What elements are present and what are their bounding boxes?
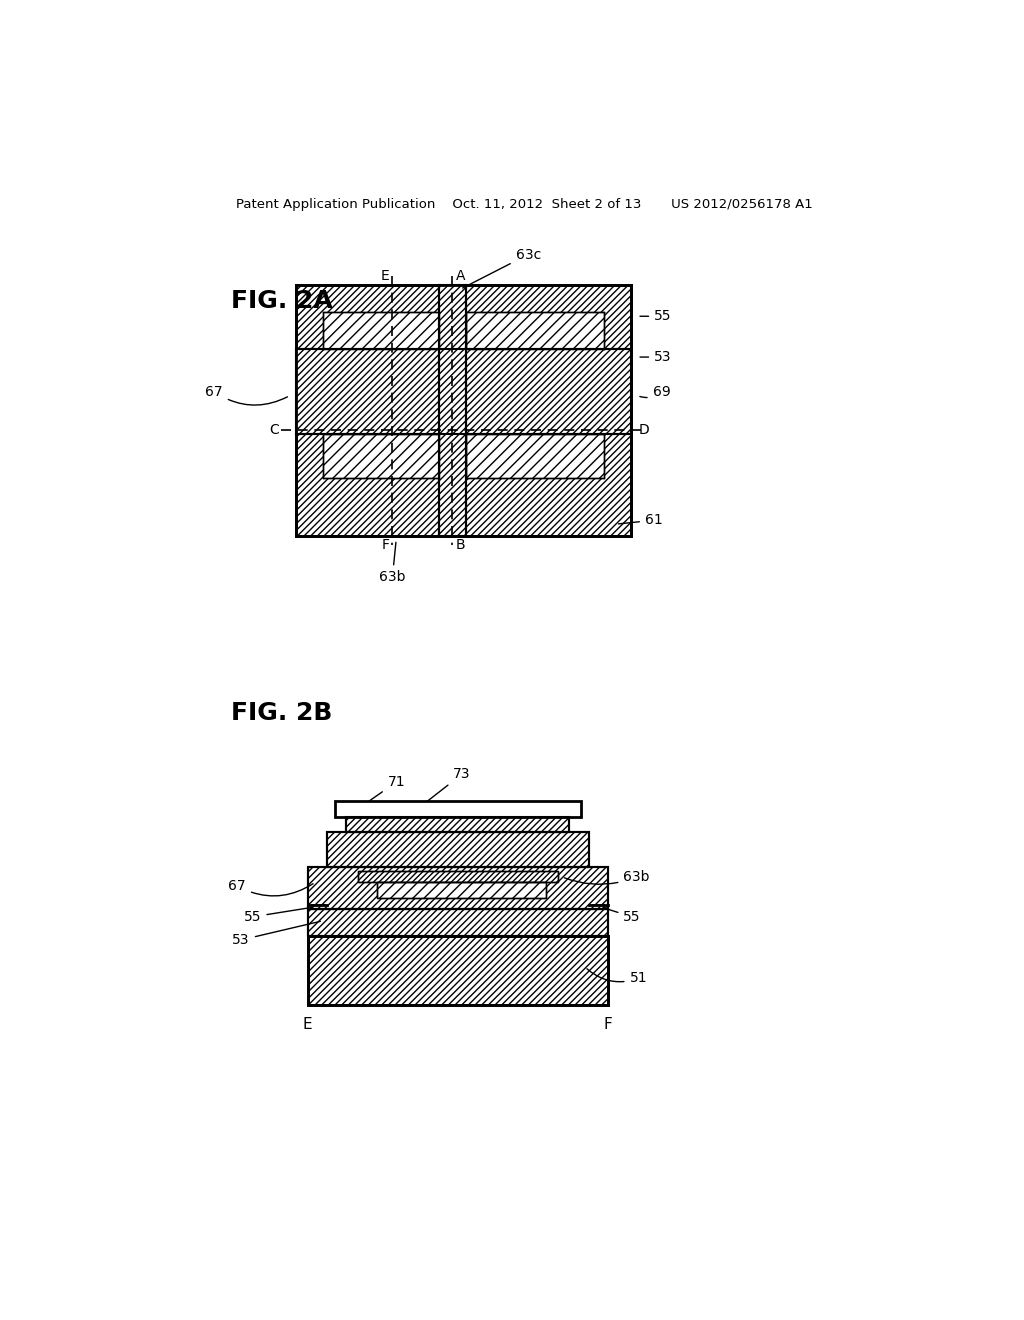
Bar — [346, 817, 569, 832]
Text: C: C — [269, 424, 280, 437]
Text: 63b: 63b — [379, 543, 406, 585]
Bar — [327, 832, 589, 867]
Bar — [296, 285, 631, 536]
Bar — [307, 909, 608, 936]
Bar — [335, 801, 581, 817]
Bar — [307, 867, 608, 909]
Bar — [296, 285, 631, 536]
Text: 73: 73 — [422, 767, 470, 805]
Text: 55: 55 — [603, 908, 641, 924]
Text: F: F — [381, 539, 389, 552]
Text: B: B — [456, 539, 465, 552]
Text: F: F — [603, 1016, 612, 1032]
Text: 69: 69 — [640, 384, 671, 399]
Bar — [346, 817, 569, 832]
Bar — [307, 936, 608, 1006]
Text: E: E — [303, 1016, 312, 1032]
Text: A: A — [456, 269, 465, 284]
Text: E: E — [381, 269, 389, 284]
Bar — [323, 434, 438, 478]
Text: 67: 67 — [228, 879, 313, 896]
Text: 55: 55 — [640, 309, 672, 323]
Bar — [377, 882, 547, 898]
Bar — [307, 867, 608, 909]
Text: 61: 61 — [618, 513, 663, 527]
Bar — [323, 313, 438, 350]
Bar — [296, 350, 631, 434]
Text: 53: 53 — [232, 921, 321, 946]
Text: FIG. 2B: FIG. 2B — [230, 701, 332, 725]
Bar — [307, 936, 608, 1006]
Text: 71: 71 — [360, 775, 406, 808]
Bar — [357, 871, 558, 882]
Bar — [466, 434, 604, 478]
Bar — [357, 871, 558, 882]
Bar — [466, 313, 604, 350]
Text: 51: 51 — [587, 969, 647, 986]
Bar — [307, 909, 608, 936]
Text: 55: 55 — [244, 907, 312, 924]
Text: 63b: 63b — [564, 870, 650, 884]
Text: 63c: 63c — [463, 248, 541, 288]
Text: D: D — [639, 424, 649, 437]
Bar — [327, 832, 589, 867]
Text: Patent Application Publication    Oct. 11, 2012  Sheet 2 of 13       US 2012/025: Patent Application Publication Oct. 11, … — [237, 198, 813, 211]
Text: FIG. 2A: FIG. 2A — [230, 289, 333, 313]
Bar — [377, 882, 547, 898]
Text: 67: 67 — [206, 384, 288, 405]
Text: 53: 53 — [640, 350, 672, 364]
Bar — [438, 285, 466, 536]
